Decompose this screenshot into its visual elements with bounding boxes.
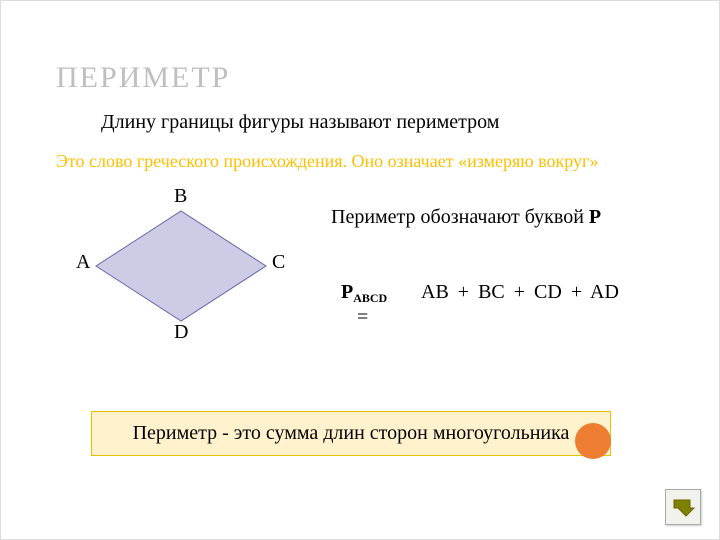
arrow-path [674, 500, 694, 516]
formula-plus-2: + [514, 281, 525, 303]
etymology-text: Это слово греческого происхождения. Оно … [56, 151, 598, 172]
vertex-label-a: A [76, 251, 90, 274]
formula-plus-3: + [571, 281, 582, 303]
notation-text: Периметр обозначают буквой P [331, 206, 601, 229]
formula-term-ad: AD [590, 281, 619, 303]
accent-circle-icon [575, 423, 611, 459]
definition-text: Длину границы фигуры называют периметром [101, 111, 499, 134]
vertex-label-c: C [272, 251, 285, 274]
formula-rhs: AB + BC + CD + AD [421, 281, 623, 304]
notation-letter: P [589, 206, 601, 228]
rhombus-diagram: A B C D [76, 191, 286, 341]
formula-equals: = [357, 306, 387, 329]
rhombus-shape [76, 191, 286, 341]
vertex-label-d: D [174, 321, 188, 344]
slide: ПЕРИМЕТР Длину границы фигуры называют п… [0, 0, 720, 540]
formula-term-bc: BC [478, 281, 505, 303]
formula-symbol: Р [341, 281, 353, 303]
formula-term-cd: CD [534, 281, 562, 303]
notation-prefix: Периметр обозначают буквой [331, 206, 589, 228]
return-arrow-icon [670, 494, 696, 520]
rhombus-polygon [96, 211, 266, 321]
formula-subscript: ABCD [353, 291, 387, 305]
formula-lhs: РABCD = [341, 281, 387, 329]
formula-plus-1: + [458, 281, 469, 303]
vertex-label-b: B [174, 185, 187, 208]
next-slide-button[interactable] [665, 489, 701, 525]
boxed-definition: Периметр - это сумма длин сторон многоуг… [91, 411, 611, 456]
formula-term-ab: AB [421, 281, 449, 303]
page-title: ПЕРИМЕТР [56, 61, 230, 95]
